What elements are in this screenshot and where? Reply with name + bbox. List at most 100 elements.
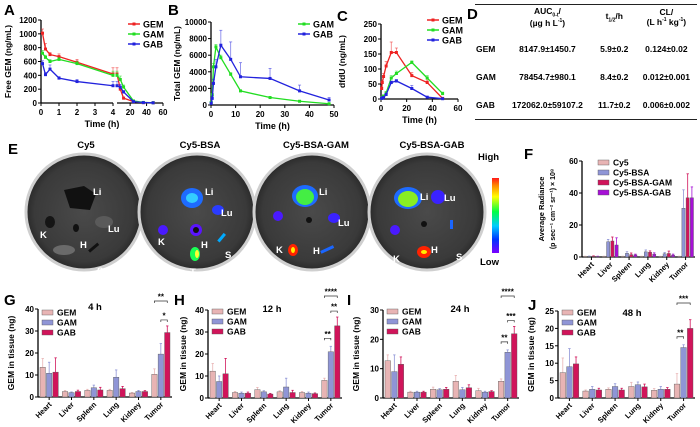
organ-heart — [306, 217, 312, 223]
cell-clearance: 0.124±0.02 — [645, 44, 688, 55]
y-tick-label: 6000 — [189, 51, 207, 60]
bar-cy5-bsa-gab-tumor — [690, 197, 694, 258]
organ-kidney — [45, 216, 55, 228]
chart-title: 4 h — [88, 302, 102, 313]
legend-swatch-gam — [386, 318, 399, 325]
legend-marker-gam — [132, 32, 136, 36]
dish-title-cy5-bsa: Cy5-BSA — [179, 140, 221, 151]
dish-cy5-bsa-gab — [367, 152, 487, 272]
row-label: GAB — [476, 100, 495, 111]
y-tick-label: 0 — [203, 101, 208, 110]
y-axis-label: Free GEM (ng/mL) — [3, 25, 13, 98]
organ-lung — [328, 213, 340, 223]
bar-gem-tumor — [673, 383, 680, 399]
data-point — [389, 51, 393, 54]
legend-swatch-cy5-bsa-gam — [597, 179, 610, 186]
organ-kidney — [273, 211, 283, 221]
table-row: GEM 8147.9±1450.7 5.9±0.2 0.124±0.02 — [475, 35, 697, 63]
x-tick-label-kidney: Kidney — [465, 400, 490, 425]
legend-label-gab: GAB — [227, 327, 246, 337]
bar-cy5-bsa-lung — [644, 251, 648, 258]
data-point — [214, 65, 218, 69]
cell-half-life: 8.4±0.2 — [600, 72, 629, 83]
organ-label-k: K — [158, 237, 165, 248]
organ-label-t: T — [70, 272, 76, 283]
legend-label-gab: GAB — [57, 328, 76, 338]
bar-cy5-bsa-gam-spleen — [629, 254, 633, 258]
dish-title-cy5-bsa-gam: Cy5-BSA-GAM — [283, 140, 349, 151]
y-tick-label: 5 — [550, 377, 555, 386]
organ-label-lu: Lu — [444, 193, 456, 204]
x-tick-label-kidney: Kidney — [647, 259, 672, 284]
bar-gab-spleen — [267, 393, 274, 399]
data-point — [211, 65, 215, 69]
panel-letter-b: B — [168, 2, 179, 19]
y-tick-label: 10000 — [185, 18, 208, 27]
organ-lung — [212, 205, 224, 215]
bar-cy5-bsa-gab-kidney — [671, 254, 675, 258]
y-tick-label: 600 — [24, 58, 38, 67]
y-tick-label: 50 — [368, 80, 377, 89]
organ-label-t: T — [429, 276, 435, 287]
data-point — [229, 57, 233, 61]
data-point — [48, 67, 52, 71]
data-point — [389, 76, 393, 80]
x-tick-label-kidney: Kidney — [641, 400, 666, 425]
dish-cy5-bsa — [137, 152, 257, 272]
legend-label-gem: GEM — [57, 308, 76, 318]
bar-cy5-bsa-gam-kidney — [667, 253, 671, 258]
significance-bracket — [676, 302, 691, 305]
legend-marker-gab — [431, 38, 435, 42]
bar-cy5-bsa-kidney — [662, 253, 667, 258]
data-point — [382, 75, 386, 78]
significance-label: *** — [679, 295, 689, 304]
organ-heart — [421, 221, 427, 227]
organ-label-s: S — [97, 266, 104, 277]
data-point — [384, 64, 388, 68]
data-point — [48, 53, 52, 57]
row-label: GEM — [476, 44, 496, 55]
y-tick-label: 30 — [370, 306, 379, 315]
fluorescence-images — [24, 152, 499, 272]
legend-label-gab: GAB — [577, 328, 596, 338]
x-tick-label-lung: Lung — [623, 401, 643, 421]
organ-heart — [73, 224, 79, 232]
data-point — [118, 85, 122, 89]
legend-swatch-gam — [41, 319, 54, 326]
legend-label-gem: GEM — [577, 308, 596, 318]
significance-label: ** — [324, 330, 331, 339]
y-axis-label: GEM in tissue (ng) — [6, 316, 16, 391]
legend-label-gab: GAB — [442, 36, 463, 46]
data-point — [268, 96, 272, 100]
panel-letter-g: G — [4, 292, 16, 309]
legend-marker-gab — [132, 42, 136, 46]
y-tick-label: 250 — [364, 20, 378, 29]
bar-gab-heart — [222, 373, 229, 399]
cell-clearance: 0.012±0.001 — [642, 72, 690, 83]
significance-bracket — [507, 320, 515, 323]
data-point — [239, 89, 243, 93]
bar-gab-lung — [119, 388, 126, 398]
data-point — [327, 98, 331, 102]
bar-gam-tumor — [327, 351, 334, 399]
panel-letter-f: F — [524, 146, 534, 163]
x-tick-label: 2 — [75, 108, 80, 117]
organ-label-k: K — [276, 245, 283, 256]
organ-liver — [64, 186, 96, 210]
y-tick-label: 0 — [375, 394, 380, 403]
significance-label: **** — [501, 288, 514, 297]
data-point — [382, 96, 386, 99]
panel-letter-c: C — [337, 8, 348, 25]
chart-h-12h: 0 10 20 30 40 GEM in tissue (ng) Heart LiverSpl… — [178, 288, 342, 425]
significance-label: ** — [158, 293, 165, 302]
bar-gam-lung — [459, 389, 466, 399]
bar-gam-liver — [589, 389, 596, 399]
data-point — [40, 31, 44, 35]
chart-a-free-gem: 0 200 400 600 800 1000 1200 Free GEM (ng/mL) 0 1 2… — [3, 16, 168, 129]
bar-cy5-bsa-gab-spleen — [633, 254, 638, 258]
y-tick-label: 4000 — [189, 68, 207, 77]
bar-gab-heart — [397, 364, 404, 399]
data-point — [75, 62, 79, 66]
x-tick-label: 20 — [256, 110, 265, 119]
